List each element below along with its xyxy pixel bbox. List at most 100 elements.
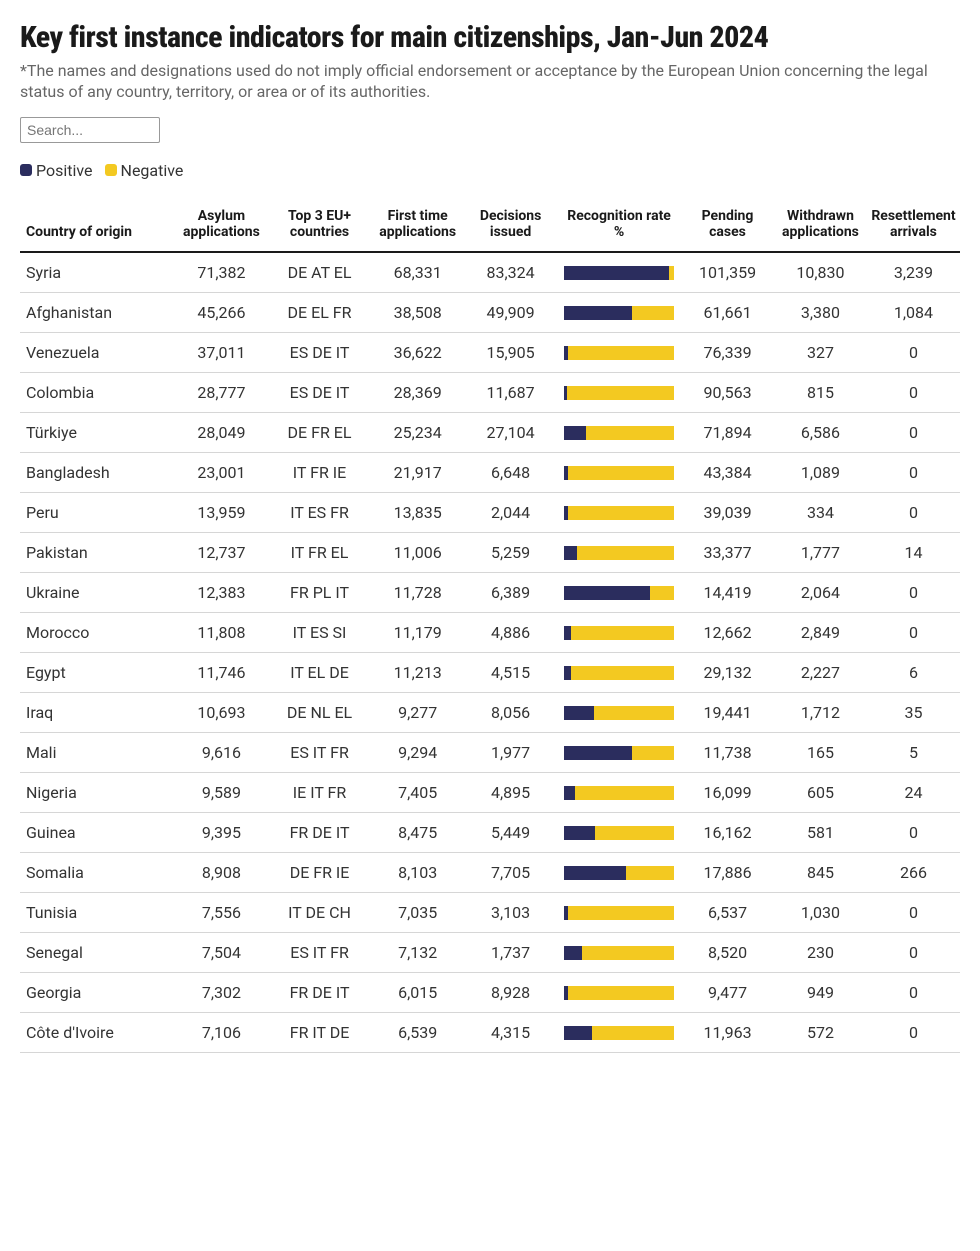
recognition-bar: [564, 1026, 674, 1040]
legend-item-negative: Negative: [105, 161, 184, 180]
cell-recognition: [557, 1013, 681, 1053]
col-header-asylum[interactable]: Asylum applications: [175, 202, 268, 253]
cell-asylum: 7,556: [175, 893, 268, 933]
cell-country: Bangladesh: [20, 453, 175, 493]
col-header-recognition[interactable]: Recognition rate %: [557, 202, 681, 253]
recognition-bar: [564, 786, 674, 800]
cell-pending: 8,520: [681, 933, 774, 973]
cell-country: Egypt: [20, 653, 175, 693]
col-header-resettle[interactable]: Resettlement arrivals: [867, 202, 960, 253]
cell-recognition: [557, 453, 681, 493]
recognition-bar: [564, 466, 674, 480]
cell-pending: 29,132: [681, 653, 774, 693]
cell-withdrawn: 10,830: [774, 252, 867, 293]
col-header-country[interactable]: Country of origin: [20, 202, 175, 253]
recognition-bar-positive: [564, 1026, 592, 1040]
cell-recognition: [557, 893, 681, 933]
recognition-bar-negative: [568, 986, 674, 1000]
recognition-bar: [564, 626, 674, 640]
recognition-bar-negative: [650, 586, 674, 600]
cell-decisions: 3,103: [464, 893, 557, 933]
page-title: Key first instance indicators for main c…: [20, 20, 960, 55]
table-row: Guinea9,395FR DE IT8,4755,44916,1625810: [20, 813, 960, 853]
cell-resettle: 0: [867, 813, 960, 853]
legend-item-positive: Positive: [20, 161, 93, 180]
cell-first_time: 9,277: [371, 693, 464, 733]
recognition-bar: [564, 586, 674, 600]
recognition-bar-positive: [564, 626, 571, 640]
cell-country: Nigeria: [20, 773, 175, 813]
recognition-bar: [564, 306, 674, 320]
cell-first_time: 7,405: [371, 773, 464, 813]
cell-withdrawn: 581: [774, 813, 867, 853]
cell-country: Afghanistan: [20, 293, 175, 333]
cell-decisions: 49,909: [464, 293, 557, 333]
cell-resettle: 0: [867, 973, 960, 1013]
cell-resettle: 0: [867, 893, 960, 933]
cell-resettle: 0: [867, 413, 960, 453]
cell-pending: 6,537: [681, 893, 774, 933]
cell-resettle: 0: [867, 453, 960, 493]
col-header-pending[interactable]: Pending cases: [681, 202, 774, 253]
cell-first_time: 7,132: [371, 933, 464, 973]
cell-resettle: 0: [867, 1013, 960, 1053]
cell-recognition: [557, 413, 681, 453]
col-header-withdrawn[interactable]: Withdrawn applications: [774, 202, 867, 253]
recognition-bar: [564, 986, 674, 1000]
col-header-decisions[interactable]: Decisions issued: [464, 202, 557, 253]
cell-decisions: 15,905: [464, 333, 557, 373]
cell-decisions: 5,449: [464, 813, 557, 853]
cell-country: Somalia: [20, 853, 175, 893]
col-header-first_time[interactable]: First time applications: [371, 202, 464, 253]
cell-withdrawn: 165: [774, 733, 867, 773]
cell-country: Côte d'Ivoire: [20, 1013, 175, 1053]
recognition-bar-negative: [626, 866, 674, 880]
recognition-bar-positive: [564, 426, 586, 440]
cell-resettle: 6: [867, 653, 960, 693]
cell-pending: 71,894: [681, 413, 774, 453]
cell-top3: ES DE IT: [268, 373, 371, 413]
cell-pending: 11,738: [681, 733, 774, 773]
recognition-bar-negative: [632, 306, 674, 320]
cell-decisions: 7,705: [464, 853, 557, 893]
cell-first_time: 9,294: [371, 733, 464, 773]
col-header-top3[interactable]: Top 3 EU+ countries: [268, 202, 371, 253]
cell-withdrawn: 230: [774, 933, 867, 973]
cell-resettle: 266: [867, 853, 960, 893]
cell-pending: 9,477: [681, 973, 774, 1013]
table-row: Côte d'Ivoire7,106FR IT DE6,5394,31511,9…: [20, 1013, 960, 1053]
recognition-bar-negative: [592, 1026, 675, 1040]
footnote-text: *The names and designations used do not …: [20, 61, 960, 103]
cell-top3: ES IT FR: [268, 933, 371, 973]
cell-country: Colombia: [20, 373, 175, 413]
cell-first_time: 8,103: [371, 853, 464, 893]
cell-top3: DE FR EL: [268, 413, 371, 453]
cell-asylum: 28,049: [175, 413, 268, 453]
cell-top3: FR DE IT: [268, 973, 371, 1013]
cell-asylum: 7,504: [175, 933, 268, 973]
recognition-bar: [564, 866, 674, 880]
cell-first_time: 68,331: [371, 252, 464, 293]
table-row: Iraq10,693DE NL EL9,2778,05619,4411,7123…: [20, 693, 960, 733]
recognition-bar-positive: [564, 866, 626, 880]
recognition-bar-positive: [564, 666, 571, 680]
cell-recognition: [557, 973, 681, 1013]
cell-asylum: 10,693: [175, 693, 268, 733]
legend-negative-label: Negative: [121, 161, 184, 180]
cell-pending: 39,039: [681, 493, 774, 533]
legend-positive-label: Positive: [36, 161, 93, 180]
cell-recognition: [557, 773, 681, 813]
cell-asylum: 7,106: [175, 1013, 268, 1053]
cell-first_time: 38,508: [371, 293, 464, 333]
cell-asylum: 12,383: [175, 573, 268, 613]
cell-first_time: 6,015: [371, 973, 464, 1013]
search-input[interactable]: [20, 117, 160, 143]
cell-withdrawn: 572: [774, 1013, 867, 1053]
recognition-bar-negative: [568, 506, 674, 520]
recognition-bar: [564, 826, 674, 840]
table-row: Bangladesh23,001IT FR IE21,9176,64843,38…: [20, 453, 960, 493]
cell-pending: 101,359: [681, 252, 774, 293]
recognition-bar-negative: [568, 906, 674, 920]
cell-withdrawn: 815: [774, 373, 867, 413]
cell-resettle: 5: [867, 733, 960, 773]
